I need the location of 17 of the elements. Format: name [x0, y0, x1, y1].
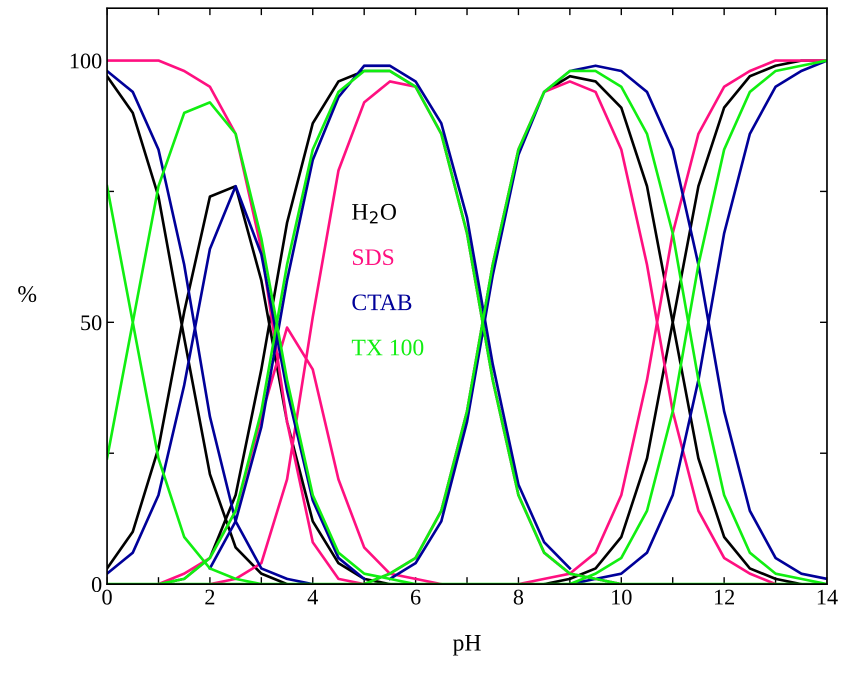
text: TX 100: [352, 340, 424, 356]
y-tick-label: 100: [70, 53, 102, 68]
text: SDS: [353, 249, 394, 266]
x-tick-label: 4: [308, 590, 318, 604]
x-tick-label: 8: [514, 590, 524, 605]
x-tick-label: 0: [102, 590, 112, 605]
x-tick-label: 6: [411, 590, 420, 605]
y-tick-label: 0: [92, 577, 102, 592]
y-tick-label: 50: [81, 315, 102, 330]
y-axis-title: %: [18, 286, 36, 302]
x-tick-label: 12: [714, 590, 734, 604]
x-axis-title: pH: [452, 635, 481, 656]
x-tick-label: 2: [205, 590, 214, 604]
text: H$_{2}$O: [352, 204, 396, 224]
x-tick-label: 14: [818, 590, 838, 604]
x-tick-label: 10: [612, 590, 632, 605]
text: CTAB: [352, 294, 412, 310]
